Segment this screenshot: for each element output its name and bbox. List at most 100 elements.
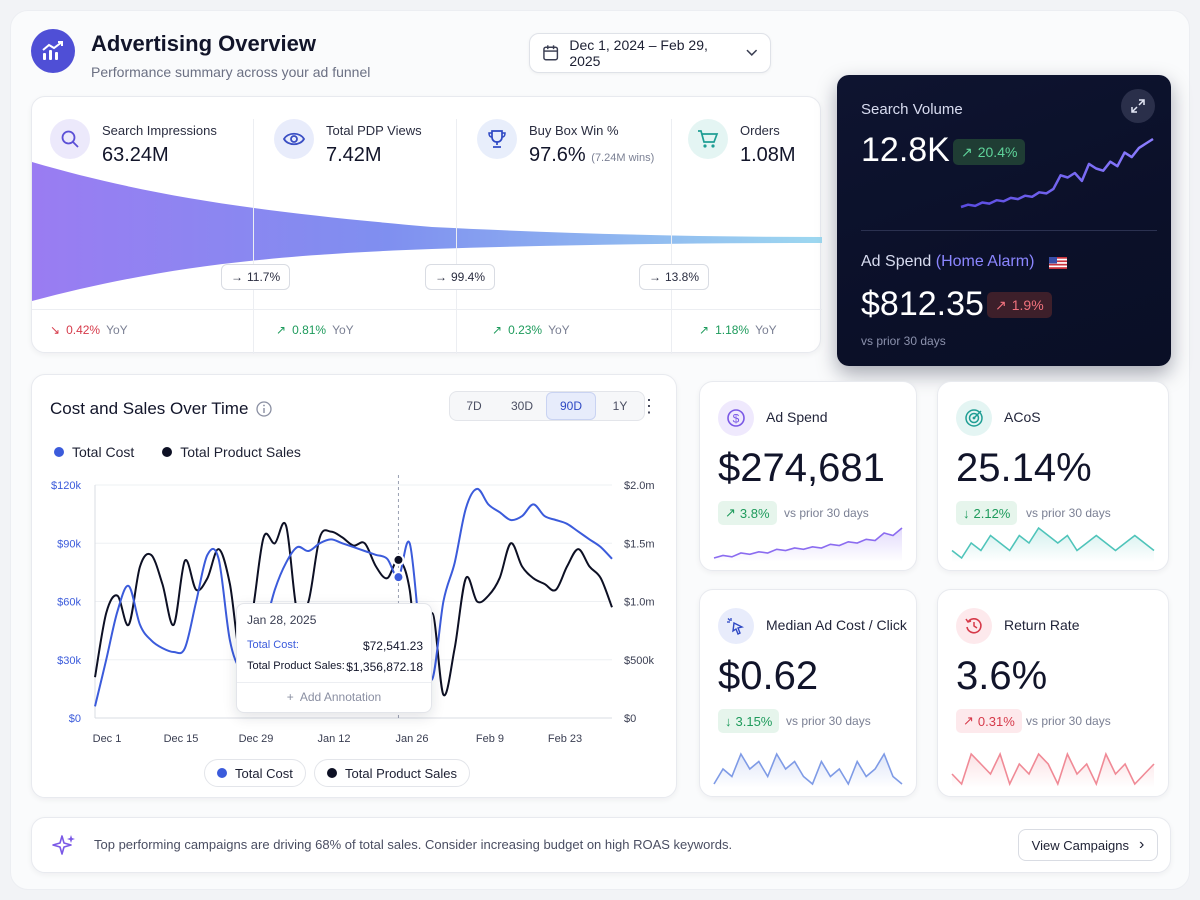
funnel-shape xyxy=(32,162,822,301)
page-subtitle: Performance summary across your ad funne… xyxy=(91,64,371,80)
kpi-sparkline xyxy=(951,526,1155,562)
chart-legend: Total Cost Total Product Sales xyxy=(54,444,301,460)
plus-icon: + xyxy=(286,690,294,704)
add-annotation-button[interactable]: + Add Annotation xyxy=(286,690,382,704)
search-volume-change: ↗ 20.4% xyxy=(953,139,1026,165)
svg-text:$: $ xyxy=(733,412,740,426)
series-total-cost xyxy=(94,487,613,707)
arrow-up-right-icon: ↗ xyxy=(961,143,973,160)
x-tick: Feb 9 xyxy=(476,733,504,745)
insight-banner: Top performing campaigns are driving 68%… xyxy=(31,817,1171,873)
range-30d[interactable]: 30D xyxy=(510,399,533,413)
kpi-card-acos: ACoS 25.14% ↓ 2.12% vs prior 30 days xyxy=(937,381,1169,571)
cart-icon xyxy=(688,119,728,159)
page-title: Advertising Overview xyxy=(91,31,316,56)
range-7d[interactable]: 7D xyxy=(466,399,482,413)
x-tick: Feb 23 xyxy=(548,733,582,745)
sparkline-line xyxy=(713,527,903,559)
y-right-tick: $0 xyxy=(624,713,636,725)
stage-extra: (7.24M wins) xyxy=(591,152,655,164)
y-left-tick: $0 xyxy=(69,713,81,725)
search-volume-label: Search Volume xyxy=(861,101,963,118)
arrow-down-icon: ↓ xyxy=(725,713,732,729)
arrow-up-right-icon: ↗ xyxy=(492,323,503,337)
arrow-right-icon: → xyxy=(649,270,661,284)
series-total-product-sales xyxy=(94,522,613,697)
chevron-right-icon: › xyxy=(1138,836,1145,853)
cursor-click-icon xyxy=(718,608,754,644)
funnel-stage-impressions: Search Impressions 63.24M xyxy=(50,119,217,167)
return-clock-icon xyxy=(956,608,992,644)
kpi-label: ACoS xyxy=(1004,409,1041,425)
funnel-card: Search Impressions 63.24M Total PDP Views… xyxy=(31,96,822,354)
ad-spend-label: Ad Spend (Home Alarm) xyxy=(861,253,1035,270)
arrow-up-right-icon: ↗ xyxy=(963,713,974,728)
legend-toggle-cost[interactable]: Total Cost xyxy=(204,759,306,787)
stage-label: Search Impressions xyxy=(102,123,217,138)
view-campaigns-button[interactable]: View Campaigns › xyxy=(1018,829,1158,861)
sparkline-line xyxy=(951,526,1155,560)
kpi-change: ↗ 0.31% xyxy=(956,709,1022,733)
x-tick: Jan 12 xyxy=(317,733,350,745)
conversion-rate-1: → 11.7% xyxy=(221,264,291,290)
kpi-card-ad-spend: $ Ad Spend $274,681 ↗ 3.8% vs prior 30 da… xyxy=(699,381,917,571)
trend-chart-icon xyxy=(42,41,63,60)
y-left-tick: $60k xyxy=(57,597,81,609)
search-volume-sparkline xyxy=(960,137,1154,209)
legend-total-cost: Total Cost xyxy=(54,444,134,460)
funnel-stage-buy-box: Buy Box Win % 97.6% (7.24M wins) xyxy=(477,119,654,167)
tooltip-cost-label: Total Cost: xyxy=(247,639,299,651)
ad-spend-change: ↗ 1.9% xyxy=(987,292,1052,318)
range-90d[interactable]: 90D xyxy=(546,392,596,420)
stage-label: Orders xyxy=(740,123,780,138)
kpi-sparkline xyxy=(713,752,903,788)
stage-label: Buy Box Win % xyxy=(529,123,619,138)
target-icon xyxy=(956,400,992,436)
yoy-pdp-views: ↗ 0.81% YoY xyxy=(276,323,354,337)
arrow-down-right-icon: ↘ xyxy=(50,323,61,337)
range-1y[interactable]: 1Y xyxy=(612,399,628,413)
sparkline-area xyxy=(952,754,1154,788)
kpi-value: 3.6% xyxy=(956,654,1048,698)
kpi-value: $0.62 xyxy=(718,654,819,698)
y-right-tick: $2.0m xyxy=(624,480,655,492)
stage-value: 7.42M xyxy=(326,144,382,166)
arrow-up-right-icon: ↗ xyxy=(276,323,287,337)
cost-sales-card: Cost and Sales Over Time 7D 30D 90D 1Y ⋮… xyxy=(31,374,677,798)
tooltip-date: Jan 28, 2025 xyxy=(247,613,317,627)
funnel-stage-orders: Orders 1.08M xyxy=(688,119,796,167)
search-volume-line xyxy=(960,137,1154,209)
ad-spend-value: $812.35 xyxy=(861,285,984,323)
yoy-orders: ↗ 1.18% YoY xyxy=(699,323,777,337)
legend-total-sales: Total Product Sales xyxy=(162,444,301,460)
kpi-caption: vs prior 30 days xyxy=(1026,506,1111,520)
expand-button[interactable] xyxy=(1121,89,1155,123)
kpi-change: ↓ 2.12% xyxy=(956,501,1018,525)
sparkline-line xyxy=(713,752,903,786)
kpi-label: Return Rate xyxy=(1004,617,1080,633)
search-icon xyxy=(50,119,90,159)
info-icon[interactable] xyxy=(256,401,273,417)
sparkline-area xyxy=(714,754,902,788)
dollar-icon: $ xyxy=(718,400,754,436)
y-left-tick: $30k xyxy=(57,655,81,667)
sparkle-icon xyxy=(52,835,75,855)
stage-value: 63.24M xyxy=(102,144,169,166)
kpi-sparkline xyxy=(951,751,1155,788)
date-range-label: Dec 1, 2024 – Feb 29, 2025 xyxy=(569,37,708,69)
ad-spend-caption: vs prior 30 days xyxy=(861,334,946,348)
x-tick: Jan 26 xyxy=(395,733,428,745)
tooltip-cost-value: $72,541.23 xyxy=(362,639,423,653)
kpi-change: ↗ 3.8% xyxy=(718,501,777,525)
cost-sales-chart[interactable]: $0 $30k $60k $90k $120k $0 $500k $1.0m $1.5m $2.0… xyxy=(32,471,678,751)
stage-label: Total PDP Views xyxy=(326,123,422,138)
legend-toggle-sales[interactable]: Total Product Sales xyxy=(314,759,471,787)
chart-tooltip: Jan 28, 2025 Total Cost: $72,541.23 Tota… xyxy=(236,603,432,713)
sparkline-area xyxy=(714,528,902,562)
arrow-up-right-icon: ↗ xyxy=(725,505,736,520)
more-vertical-icon[interactable]: ⋮ xyxy=(640,396,658,416)
chart-title: Cost and Sales Over Time xyxy=(50,399,273,419)
arrow-up-right-icon: ↗ xyxy=(995,296,1007,313)
date-range-picker[interactable]: Dec 1, 2024 – Feb 29, 2025 xyxy=(529,33,771,73)
kpi-label: Ad Spend xyxy=(766,409,828,425)
